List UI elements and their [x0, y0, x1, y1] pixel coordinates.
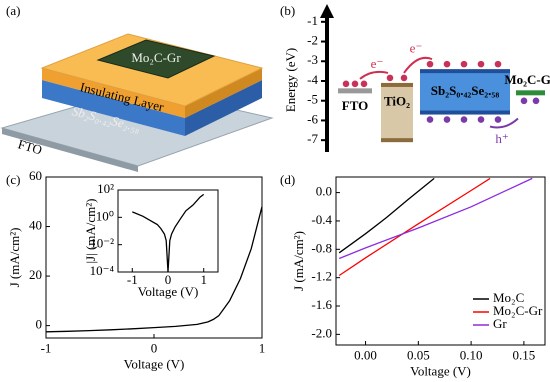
x-tick-label: -1: [127, 272, 138, 287]
absorber-side: [185, 80, 262, 136]
y-tick-label: -1: [307, 13, 318, 28]
carrier: [477, 116, 485, 123]
y-tick-label: 10⁰: [96, 208, 114, 223]
y-tick-label: -0.8: [311, 240, 332, 255]
x-tick-label: -1: [41, 341, 52, 356]
y-tick-label: -1.2: [311, 269, 332, 284]
y-axis-label: Energy (eV): [283, 48, 298, 112]
x-tick-label: 0.05: [407, 348, 430, 363]
carrier: [426, 116, 434, 123]
y-tick-label: -4: [307, 72, 318, 87]
carrier: [460, 116, 468, 123]
label: FTO: [16, 136, 44, 157]
carrier: [386, 74, 394, 82]
data-line: [338, 177, 533, 260]
panel-label: (a): [6, 3, 20, 18]
band: [381, 84, 413, 141]
absorber-side: [42, 80, 185, 136]
annotation: h⁺: [495, 131, 508, 146]
carrier: [360, 80, 368, 88]
y-tick-label: -5: [307, 92, 318, 107]
x-tick-label: 1: [259, 341, 266, 356]
insulator-side: [185, 68, 262, 118]
legend-label: Mo₂C-Gr: [493, 303, 543, 318]
data-line: [45, 206, 263, 333]
band: [420, 71, 510, 113]
fto-edge: [2, 128, 138, 172]
carrier: [494, 60, 502, 68]
panel-label: (c): [6, 172, 20, 187]
carrier: [400, 74, 408, 82]
y-tick-label: -3: [307, 52, 318, 67]
panel-label: (d): [280, 172, 295, 187]
insulator-side: [42, 68, 185, 118]
y-axis-label: |J| (mA/cm²): [83, 198, 98, 263]
level: [516, 90, 545, 96]
legend-label: Gr: [493, 316, 507, 331]
y-axis-label: J (mA/cm²): [7, 228, 22, 288]
carrier: [520, 97, 528, 105]
y-tick-label: 10²: [97, 181, 114, 196]
plot-frame: [117, 189, 219, 273]
electrode: [96, 39, 216, 79]
x-axis-label: Voltage (V): [138, 284, 199, 299]
data-line: [132, 193, 205, 273]
x-axis-label: Voltage (V): [410, 363, 471, 378]
y-tick-label: -0.4: [311, 212, 332, 227]
plot-frame: [335, 176, 546, 346]
legend-label: Mo₂C: [493, 290, 524, 305]
level: [338, 88, 372, 94]
y-tick-label: 10⁻²: [90, 236, 114, 251]
x-tick-label: 0: [165, 272, 172, 287]
label: Mo₂C-Gr: [131, 50, 181, 65]
axis-arrow: [320, 4, 334, 18]
carrier: [426, 60, 434, 68]
y-tick-label: 0.0: [316, 184, 332, 199]
carrier: [532, 97, 540, 105]
band-edge: [420, 110, 510, 115]
level-label: TiO₂: [384, 94, 410, 109]
y-tick-label: -6: [307, 111, 318, 126]
data-line: [338, 177, 491, 277]
panel-label: (b): [280, 3, 295, 18]
y-tick-label: -2: [307, 33, 318, 48]
y-axis-label: J (mA/cm²): [291, 231, 306, 291]
arrow: [489, 117, 519, 129]
carrier: [351, 80, 359, 88]
annotation: e⁻: [371, 56, 384, 71]
x-tick-label: 0.00: [354, 348, 377, 363]
carrier: [460, 60, 468, 68]
y-tick-label: 60: [29, 168, 42, 183]
band-edge: [381, 82, 413, 87]
carrier: [342, 80, 350, 88]
y-tick-label: -1.6: [311, 297, 332, 312]
x-tick-label: 0.10: [460, 348, 483, 363]
level-label: FTO: [342, 98, 369, 113]
y-tick-label: -2.0: [311, 325, 332, 340]
x-axis-label: Voltage (V): [124, 356, 185, 371]
y-tick-label: 40: [29, 218, 42, 233]
data-line: [338, 177, 435, 254]
carrier: [443, 60, 451, 68]
level-label: Sb₂S₀.₄₂Se₂.₅₈: [431, 83, 500, 98]
x-tick-label: 0.15: [513, 348, 536, 363]
band-edge: [420, 69, 510, 74]
annotation: e⁻: [410, 40, 423, 55]
band-edge: [381, 138, 413, 143]
carrier: [477, 60, 485, 68]
arrow: [359, 70, 389, 80]
x-tick-label: 1: [200, 272, 207, 287]
y-tick-label: 20: [29, 267, 42, 282]
y-tick-label: -7: [307, 131, 318, 146]
carrier: [494, 116, 502, 123]
y-tick-label: 0: [36, 317, 43, 332]
device-illustration: [0, 33, 274, 172]
level-label: Mo₂C-Gr: [504, 72, 550, 87]
y-tick-label: 10⁻⁴: [90, 263, 115, 278]
arrow: [403, 56, 433, 74]
x-tick-label: 0: [151, 341, 158, 356]
carrier: [443, 116, 451, 123]
